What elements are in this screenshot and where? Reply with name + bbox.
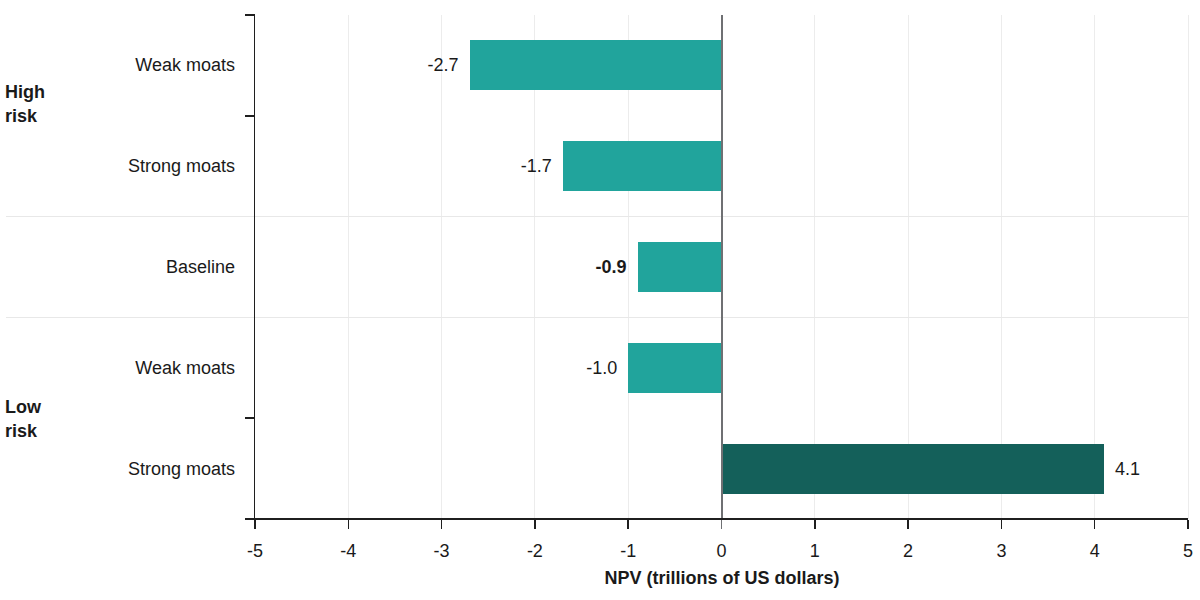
category-label: Weak moats bbox=[15, 357, 235, 379]
value-label: -0.9 bbox=[517, 256, 627, 278]
x-tick-label: -3 bbox=[412, 540, 472, 562]
value-label: -1.7 bbox=[442, 155, 552, 177]
x-tick-label: 0 bbox=[692, 540, 752, 562]
group-separator-line bbox=[6, 216, 1188, 217]
x-tick-label: 2 bbox=[878, 540, 938, 562]
x-tick-label: 5 bbox=[1158, 540, 1200, 562]
x-tick bbox=[348, 520, 350, 529]
x-tick-label: -5 bbox=[225, 540, 285, 562]
y-axis-tick bbox=[245, 417, 255, 419]
x-tick bbox=[254, 520, 256, 529]
bar bbox=[628, 343, 721, 393]
category-label: Baseline bbox=[15, 256, 235, 278]
plot-area: -2.7 Weak moats -1.7 Strong moats -0.9 Baseli… bbox=[0, 0, 1200, 600]
bar bbox=[638, 242, 722, 292]
value-label: -1.0 bbox=[507, 357, 617, 379]
x-tick-label: 3 bbox=[971, 540, 1031, 562]
x-tick-label: -4 bbox=[318, 540, 378, 562]
value-label: -2.7 bbox=[349, 54, 459, 76]
x-tick-label: 4 bbox=[1065, 540, 1125, 562]
bar bbox=[563, 141, 722, 191]
group-label: Low risk bbox=[5, 395, 41, 443]
x-tick bbox=[721, 520, 723, 529]
x-tick bbox=[441, 520, 443, 529]
category-label: Strong moats bbox=[15, 458, 235, 480]
y-axis-tick bbox=[245, 115, 255, 117]
gridline-vertical bbox=[441, 15, 442, 519]
x-tick bbox=[814, 520, 816, 529]
gridline-vertical bbox=[348, 15, 349, 519]
x-tick-label: 1 bbox=[785, 540, 845, 562]
x-tick bbox=[1001, 520, 1003, 529]
bar bbox=[470, 40, 722, 90]
y-axis-tick bbox=[245, 14, 255, 16]
gridline-vertical bbox=[1188, 15, 1189, 519]
x-tick bbox=[907, 520, 909, 529]
x-axis-line bbox=[245, 518, 1188, 520]
x-tick-label: -2 bbox=[505, 540, 565, 562]
x-tick bbox=[1187, 520, 1189, 529]
y-axis-line bbox=[254, 15, 256, 519]
x-tick bbox=[534, 520, 536, 529]
group-label: High risk bbox=[5, 80, 45, 128]
category-label: Weak moats bbox=[15, 54, 235, 76]
bar bbox=[722, 444, 1105, 494]
category-label: Strong moats bbox=[15, 155, 235, 177]
x-tick bbox=[1094, 520, 1096, 529]
value-label: 4.1 bbox=[1115, 458, 1200, 480]
x-axis-title: NPV (trillions of US dollars) bbox=[422, 568, 1022, 589]
group-separator-line bbox=[6, 317, 1188, 318]
x-tick bbox=[627, 520, 629, 529]
x-tick-label: -1 bbox=[598, 540, 658, 562]
npv-bar-chart: -2.7 Weak moats -1.7 Strong moats -0.9 Baseli… bbox=[0, 0, 1200, 600]
gridline-vertical bbox=[628, 15, 629, 519]
